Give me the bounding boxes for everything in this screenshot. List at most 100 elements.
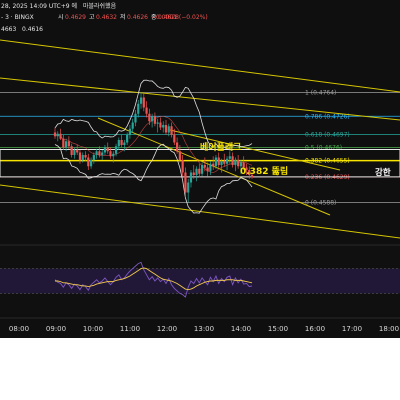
fib-range-box [0, 149, 400, 178]
candle-body-65 [234, 160, 237, 165]
trendline-0[interactable] [0, 39, 400, 93]
ohlc-value-1: 0.4632 [96, 14, 117, 21]
candle-body-33 [145, 107, 148, 114]
candle-body-18 [103, 147, 107, 153]
trendlines[interactable] [0, 39, 400, 239]
header-datetime: 28, 2025 14:09 UTC+9 에 [1, 2, 77, 10]
candle-body-46 [181, 160, 184, 173]
legend-header: 28, 2025 14:09 UTC+9 에 마블라쉬했음 - 3 · BING… [1, 2, 208, 33]
candle-body-58 [214, 157, 218, 167]
candle-body-4 [65, 141, 68, 148]
fib-label-0.382: 0.382 (0.4655) [305, 158, 350, 165]
candle-body-66 [237, 160, 240, 167]
candle-body-9 [78, 152, 82, 160]
annotation-fib-break[interactable]: 0.382 뚫림 [240, 165, 288, 177]
candle-body-19 [106, 147, 109, 152]
ohlc-key-2: 저 [120, 13, 126, 21]
candle-body-25 [123, 142, 126, 145]
time-axis: 08:00 09:00 10:00 11:00 12:00 13:00 14:00 15:00… [9, 325, 399, 333]
candle-body-30 [137, 103, 140, 114]
time-tick-1000: 10:00 [83, 325, 103, 333]
candle-body-26 [126, 135, 129, 143]
candle-body-1 [56, 133, 59, 137]
candle-body-31 [139, 97, 143, 104]
time-tick-1700: 17:00 [342, 325, 362, 333]
candle-body-23 [117, 140, 120, 147]
header-symbol: - 3 · BINGX [1, 14, 34, 21]
candle-body-27 [128, 128, 132, 135]
trendline-1[interactable] [0, 77, 400, 121]
candle-body-17 [101, 152, 104, 155]
candle-body-54 [203, 165, 206, 168]
candle-body-15 [95, 151, 98, 155]
candle-body-3 [62, 138, 65, 148]
candle-body-39 [162, 125, 165, 128]
candle-body-50 [192, 172, 195, 175]
time-tick-1200: 12:00 [157, 325, 177, 333]
candle-body-56 [209, 163, 212, 172]
annotation-bear-flag[interactable]: 베어플래그 [200, 141, 241, 153]
candle-body-24 [120, 140, 123, 145]
candle-body-71 [250, 175, 254, 178]
rsi-line [54, 261, 253, 298]
candle-body-57 [212, 163, 215, 167]
annotation-strong[interactable]: 강한 [375, 167, 391, 178]
candle-body-10 [81, 155, 84, 160]
trendline-3[interactable] [97, 117, 331, 216]
rsi-indicator [0, 261, 400, 298]
bollinger-upper [54, 79, 253, 149]
candle-body-59 [217, 157, 220, 165]
time-tick-1300: 13:00 [194, 325, 214, 333]
candle-body-16 [98, 151, 101, 155]
candle-body-55 [206, 167, 209, 172]
fib-label-0: 0 (0.4588) [305, 200, 336, 207]
candle-body-13 [89, 160, 93, 167]
time-tick-1100: 11:00 [120, 325, 140, 333]
candle-body-28 [131, 122, 134, 129]
candle-body-62 [225, 158, 229, 164]
candle-body-8 [76, 150, 79, 153]
ohlc-value-0: 0.4629 [65, 14, 86, 21]
candle-body-12 [87, 157, 90, 167]
candle-body-37 [156, 122, 159, 124]
header-line2-b: 0.4616 [22, 26, 43, 33]
ohlc-key-1: 고 [89, 14, 95, 21]
candle-body-38 [159, 122, 162, 128]
candle-body-61 [223, 161, 226, 164]
bollinger-basis [54, 115, 253, 173]
candle-body-60 [220, 161, 223, 165]
fib-label-0.786: 0.786 (0.4726) [305, 113, 350, 120]
time-tick-1400: 14:00 [231, 325, 251, 333]
candle-body-69 [245, 167, 248, 170]
time-tick-0800: 08:00 [9, 325, 29, 333]
fib-label-0.5: 0.5 (0.4676) [305, 145, 342, 152]
candles [53, 92, 254, 203]
candle-body-64 [231, 156, 234, 165]
candle-body-47 [184, 172, 187, 193]
trendline-4[interactable] [169, 129, 341, 171]
candle-body-7 [73, 150, 76, 155]
candle-body-67 [239, 162, 243, 167]
candle-body-43 [173, 135, 176, 143]
candle-body-36 [153, 116, 156, 124]
fib-retracement[interactable]: 1 (0.4764) 0.786 (0.4726) 0.618 (0.4697) 0.… [0, 90, 400, 207]
time-tick-0900: 09:00 [46, 325, 66, 333]
fib-label-1: 1 (0.4764) [305, 90, 336, 97]
fib-label-0.618: 0.618 (0.4697) [305, 131, 350, 138]
price-chart[interactable]: 1 (0.4764) 0.786 (0.4726) 0.618 (0.4697) 0.… [0, 0, 400, 338]
candle-body-6 [70, 146, 73, 155]
candle-body-45 [178, 151, 181, 160]
candle-body-14 [92, 155, 95, 160]
candle-body-42 [170, 126, 173, 135]
bollinger-bands [54, 79, 253, 214]
chart-area[interactable]: 1 (0.4764) 0.786 (0.4726) 0.618 (0.4697) 0.… [0, 0, 400, 338]
candle-body-21 [112, 153, 115, 157]
candle-body-70 [248, 170, 251, 175]
candle-body-49 [189, 172, 193, 183]
candle-body-52 [198, 168, 201, 174]
candle-body-44 [176, 142, 179, 152]
candle-body-5 [67, 141, 70, 147]
candle-body-20 [109, 151, 112, 157]
ohlc-readout: 시 0.4629 고 0.4632 저 0.4626 종 0.4628 [58, 13, 179, 21]
header-change: −0.0001 (−0.02%) [151, 14, 208, 21]
